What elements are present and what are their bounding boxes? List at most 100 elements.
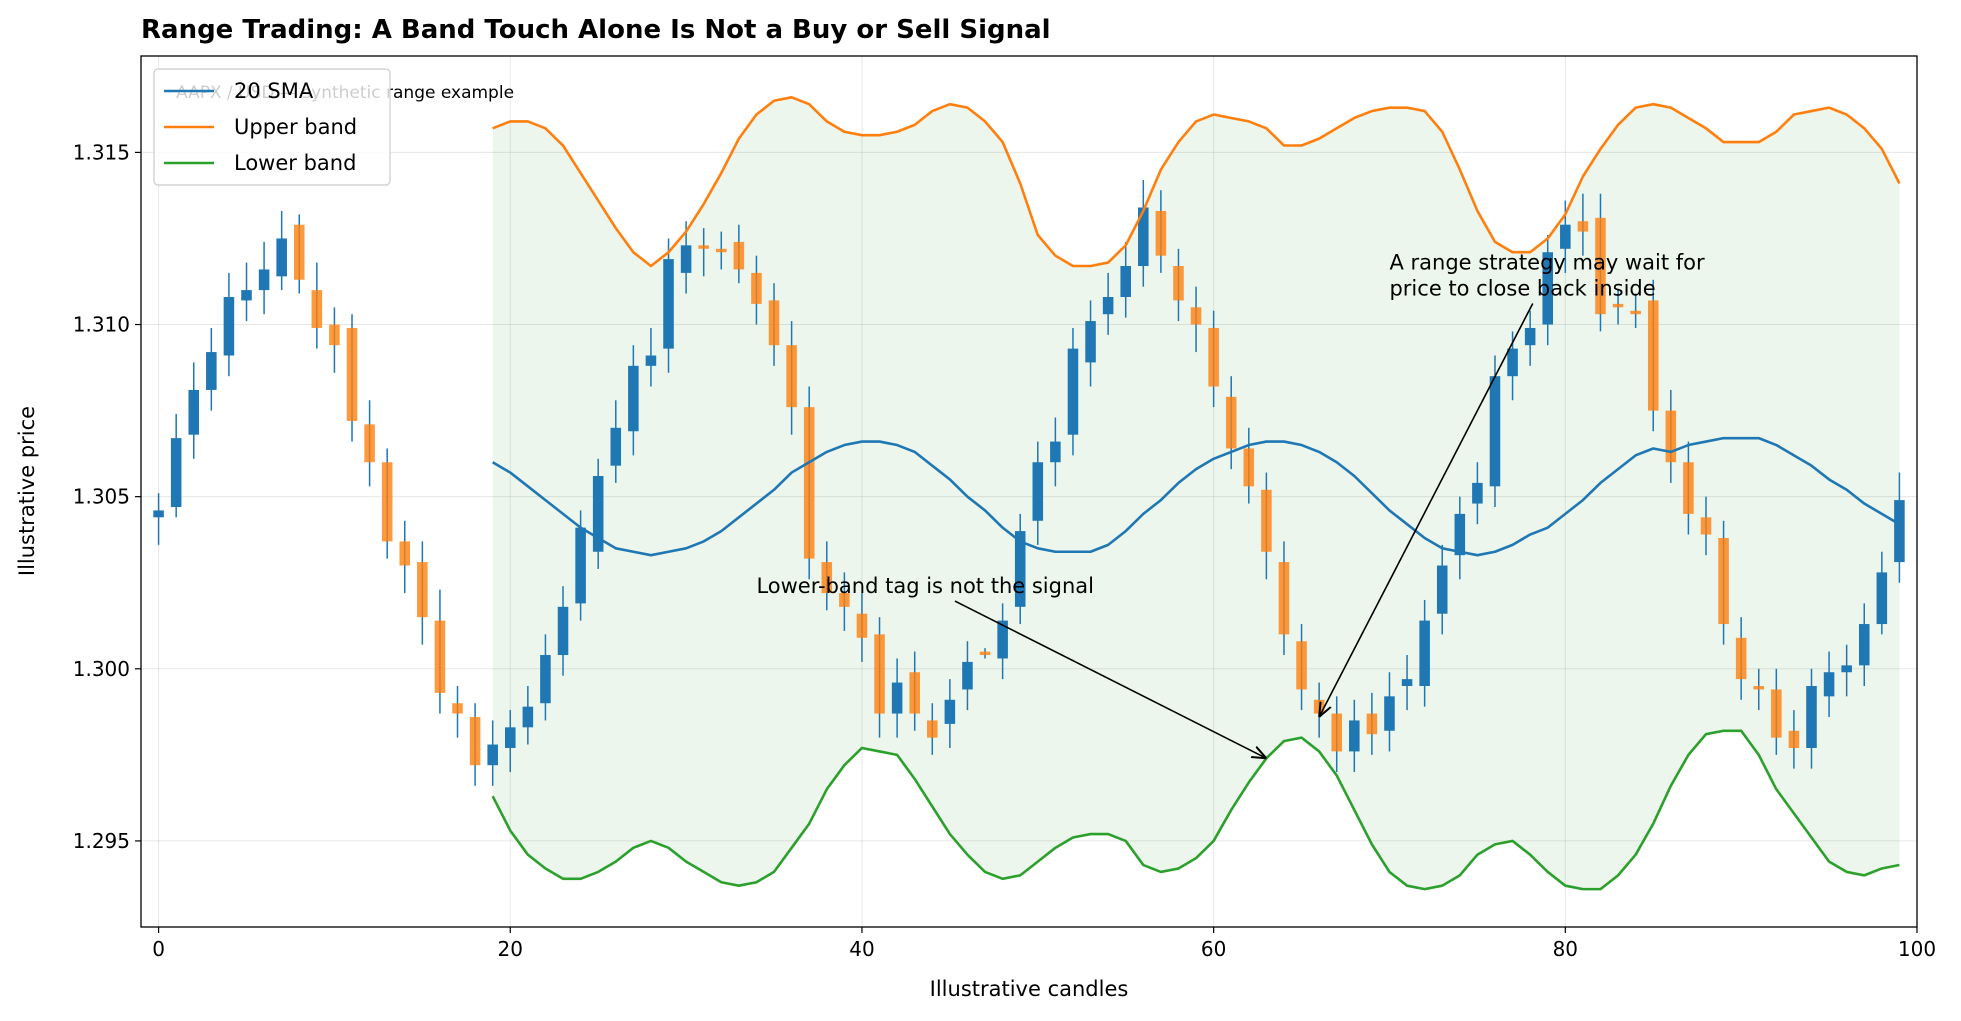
candle-body [1173, 266, 1184, 301]
candle-body [927, 720, 938, 738]
candle-body [1753, 686, 1765, 690]
candle-body [1120, 266, 1131, 297]
candle-body [1560, 224, 1571, 249]
candle-body [1296, 641, 1307, 690]
candle-body [1524, 327, 1536, 346]
candle-body [1454, 513, 1466, 556]
candle-body [1384, 696, 1395, 731]
candle-body [1771, 689, 1782, 738]
annotation-line: A range strategy may wait for [1389, 250, 1704, 274]
candle-body [944, 699, 956, 724]
annotation-arrow [954, 600, 1266, 758]
candle-body [874, 634, 885, 714]
candle-body [223, 296, 235, 356]
y-axis-label: Illustrative price [15, 406, 39, 576]
candle-body [1542, 252, 1554, 325]
candle-body [557, 606, 569, 656]
candle-body [1419, 620, 1430, 687]
y-tick-label: 1.295 [73, 829, 130, 853]
candle-body [1138, 207, 1149, 267]
candle-body [1841, 665, 1852, 673]
candle-body [821, 562, 833, 594]
x-tick-label: 40 [849, 937, 874, 961]
candle-body [751, 272, 762, 304]
candle-body [1718, 537, 1729, 625]
series-line [491, 729, 1900, 891]
candle-body [311, 290, 323, 328]
candle-body [1683, 462, 1694, 514]
x-tick-label: 0 [152, 937, 165, 961]
plot-area [153, 96, 1905, 891]
candle-body [979, 651, 991, 656]
candle-body [1577, 221, 1589, 232]
candle-body [1102, 296, 1114, 315]
candle-body [628, 365, 639, 432]
candle-body [1050, 441, 1061, 463]
candle-body [1032, 462, 1044, 521]
candle-body [663, 259, 674, 349]
candle-body [487, 744, 498, 766]
candle-body [1331, 713, 1342, 752]
candle-body [1700, 517, 1712, 535]
candle-body [610, 427, 622, 466]
candle-body [592, 476, 604, 552]
candle-body [417, 562, 428, 618]
legend-label: Upper band [234, 115, 357, 139]
annotation-line: Lower-band tag is not the signal [756, 574, 1094, 598]
candle-body [1507, 348, 1518, 377]
annotation-text: A range strategy may wait for price to cl… [1389, 250, 1704, 300]
candle-body [381, 462, 393, 542]
candle-body [1225, 396, 1237, 449]
candle-body [1788, 730, 1800, 748]
candle-body [1208, 327, 1219, 387]
x-tick-label: 80 [1553, 937, 1578, 961]
candle-body [839, 593, 850, 607]
candle-body [1243, 448, 1255, 487]
axes-frame [140, 55, 1918, 928]
candle-body [329, 324, 340, 346]
x-axis-label: Illustrative candles [930, 977, 1129, 1001]
candle-body [434, 620, 446, 693]
candle-body [891, 682, 903, 714]
candle-body [522, 706, 534, 728]
annotations: Lower-band tag is not the signal A range … [756, 250, 1705, 758]
candle-body [1190, 307, 1202, 325]
candle-body [276, 238, 287, 277]
candle-body [1067, 348, 1079, 435]
candle-body [909, 672, 920, 714]
candle-body [1806, 686, 1817, 748]
legend-label: Lower band [234, 151, 356, 175]
x-tick-label: 60 [1201, 937, 1226, 961]
legend-box [153, 68, 391, 186]
series-line [492, 436, 1901, 557]
candle-body [716, 248, 727, 253]
candle-body [469, 716, 481, 766]
candle-body [364, 424, 375, 463]
candle-body [803, 407, 815, 559]
candle-body [1894, 500, 1905, 563]
candle-body [293, 224, 305, 280]
candle-body [1665, 410, 1677, 463]
candle-body [1261, 489, 1272, 552]
candle-body [346, 327, 358, 421]
candle-body [452, 703, 463, 714]
candle-body [680, 245, 692, 273]
candle-body [1595, 217, 1606, 315]
y-tick-label: 1.315 [73, 140, 130, 164]
candle-body [575, 527, 586, 604]
y-tick-label: 1.310 [73, 313, 130, 337]
candle-body [1612, 303, 1624, 308]
candle-body [504, 727, 516, 748]
x-tick-label: 100 [1898, 937, 1936, 961]
annotation-text: Lower-band tag is not the signal [756, 574, 1094, 598]
candle-body [1349, 720, 1360, 752]
candle-body [1085, 321, 1096, 363]
chart-title: Range Trading: A Band Touch Alone Is Not… [141, 15, 1051, 45]
candle-body [962, 661, 973, 690]
y-tick-label: 1.300 [73, 657, 130, 681]
candle-body [1630, 310, 1641, 315]
axes: 0 20 40 60 80 100 1.295 1.300 1.305 1.310 1.315 [73, 140, 1936, 961]
candle-body [153, 510, 164, 518]
